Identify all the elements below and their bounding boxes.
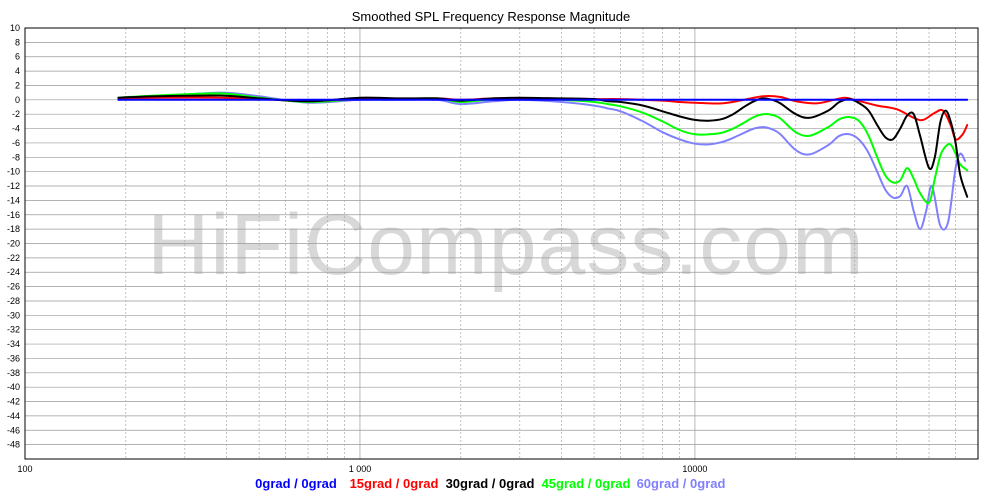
legend-entry-45grad-0grad: 45grad / 0grad [542, 476, 631, 491]
y-tick-label: -14 [7, 195, 20, 205]
y-tick-label: -32 [7, 325, 20, 335]
y-tick-label: -2 [12, 109, 20, 119]
legend-entry-15grad-0grad: 15grad / 0grad [350, 476, 439, 491]
y-tick-label: 8 [15, 37, 20, 47]
y-tick-label: -44 [7, 411, 20, 421]
y-tick-label: -42 [7, 397, 20, 407]
x-tick-label: 10000 [682, 464, 707, 474]
watermark-text: HiFiCompass.com [147, 197, 864, 293]
y-tick-label: -36 [7, 353, 20, 363]
y-tick-label: -12 [7, 181, 20, 191]
y-tick-label: -48 [7, 440, 20, 450]
series-line-60grad-0grad [117, 91, 966, 231]
y-tick-label: -34 [7, 339, 20, 349]
y-tick-label: -24 [7, 267, 20, 277]
y-tick-label: 4 [15, 66, 20, 76]
legend-entry-30grad-0grad: 30grad / 0grad [446, 476, 535, 491]
y-tick-label: -4 [12, 124, 20, 134]
series-line-45grad-0grad [117, 92, 969, 205]
x-tick-label: 1 000 [349, 464, 372, 474]
chart-title: Smoothed SPL Frequency Response Magnitud… [352, 9, 630, 24]
y-tick-label: -40 [7, 382, 20, 392]
legend-entry-0grad-0grad: 0grad / 0grad [255, 476, 337, 491]
y-tick-label: -28 [7, 296, 20, 306]
y-tick-label: -46 [7, 425, 20, 435]
y-tick-label: -6 [12, 138, 20, 148]
y-tick-label: -22 [7, 253, 20, 263]
y-tick-label: 6 [15, 52, 20, 62]
y-tick-label: -30 [7, 310, 20, 320]
legend-entry-60grad-0grad: 60grad / 0grad [637, 476, 726, 491]
plot-frame [24, 27, 979, 460]
y-tick-label: -38 [7, 368, 20, 378]
y-tick-label: -16 [7, 210, 20, 220]
x-tick-label: 100 [17, 464, 32, 474]
y-tick-label: -8 [12, 152, 20, 162]
y-tick-label: 0 [15, 95, 20, 105]
y-tick-label: -26 [7, 282, 20, 292]
y-tick-label: -20 [7, 239, 20, 249]
y-tick-label: -10 [7, 167, 20, 177]
y-tick-label: -18 [7, 224, 20, 234]
y-tick-label: 10 [10, 23, 20, 33]
y-tick-label: 2 [15, 80, 20, 90]
